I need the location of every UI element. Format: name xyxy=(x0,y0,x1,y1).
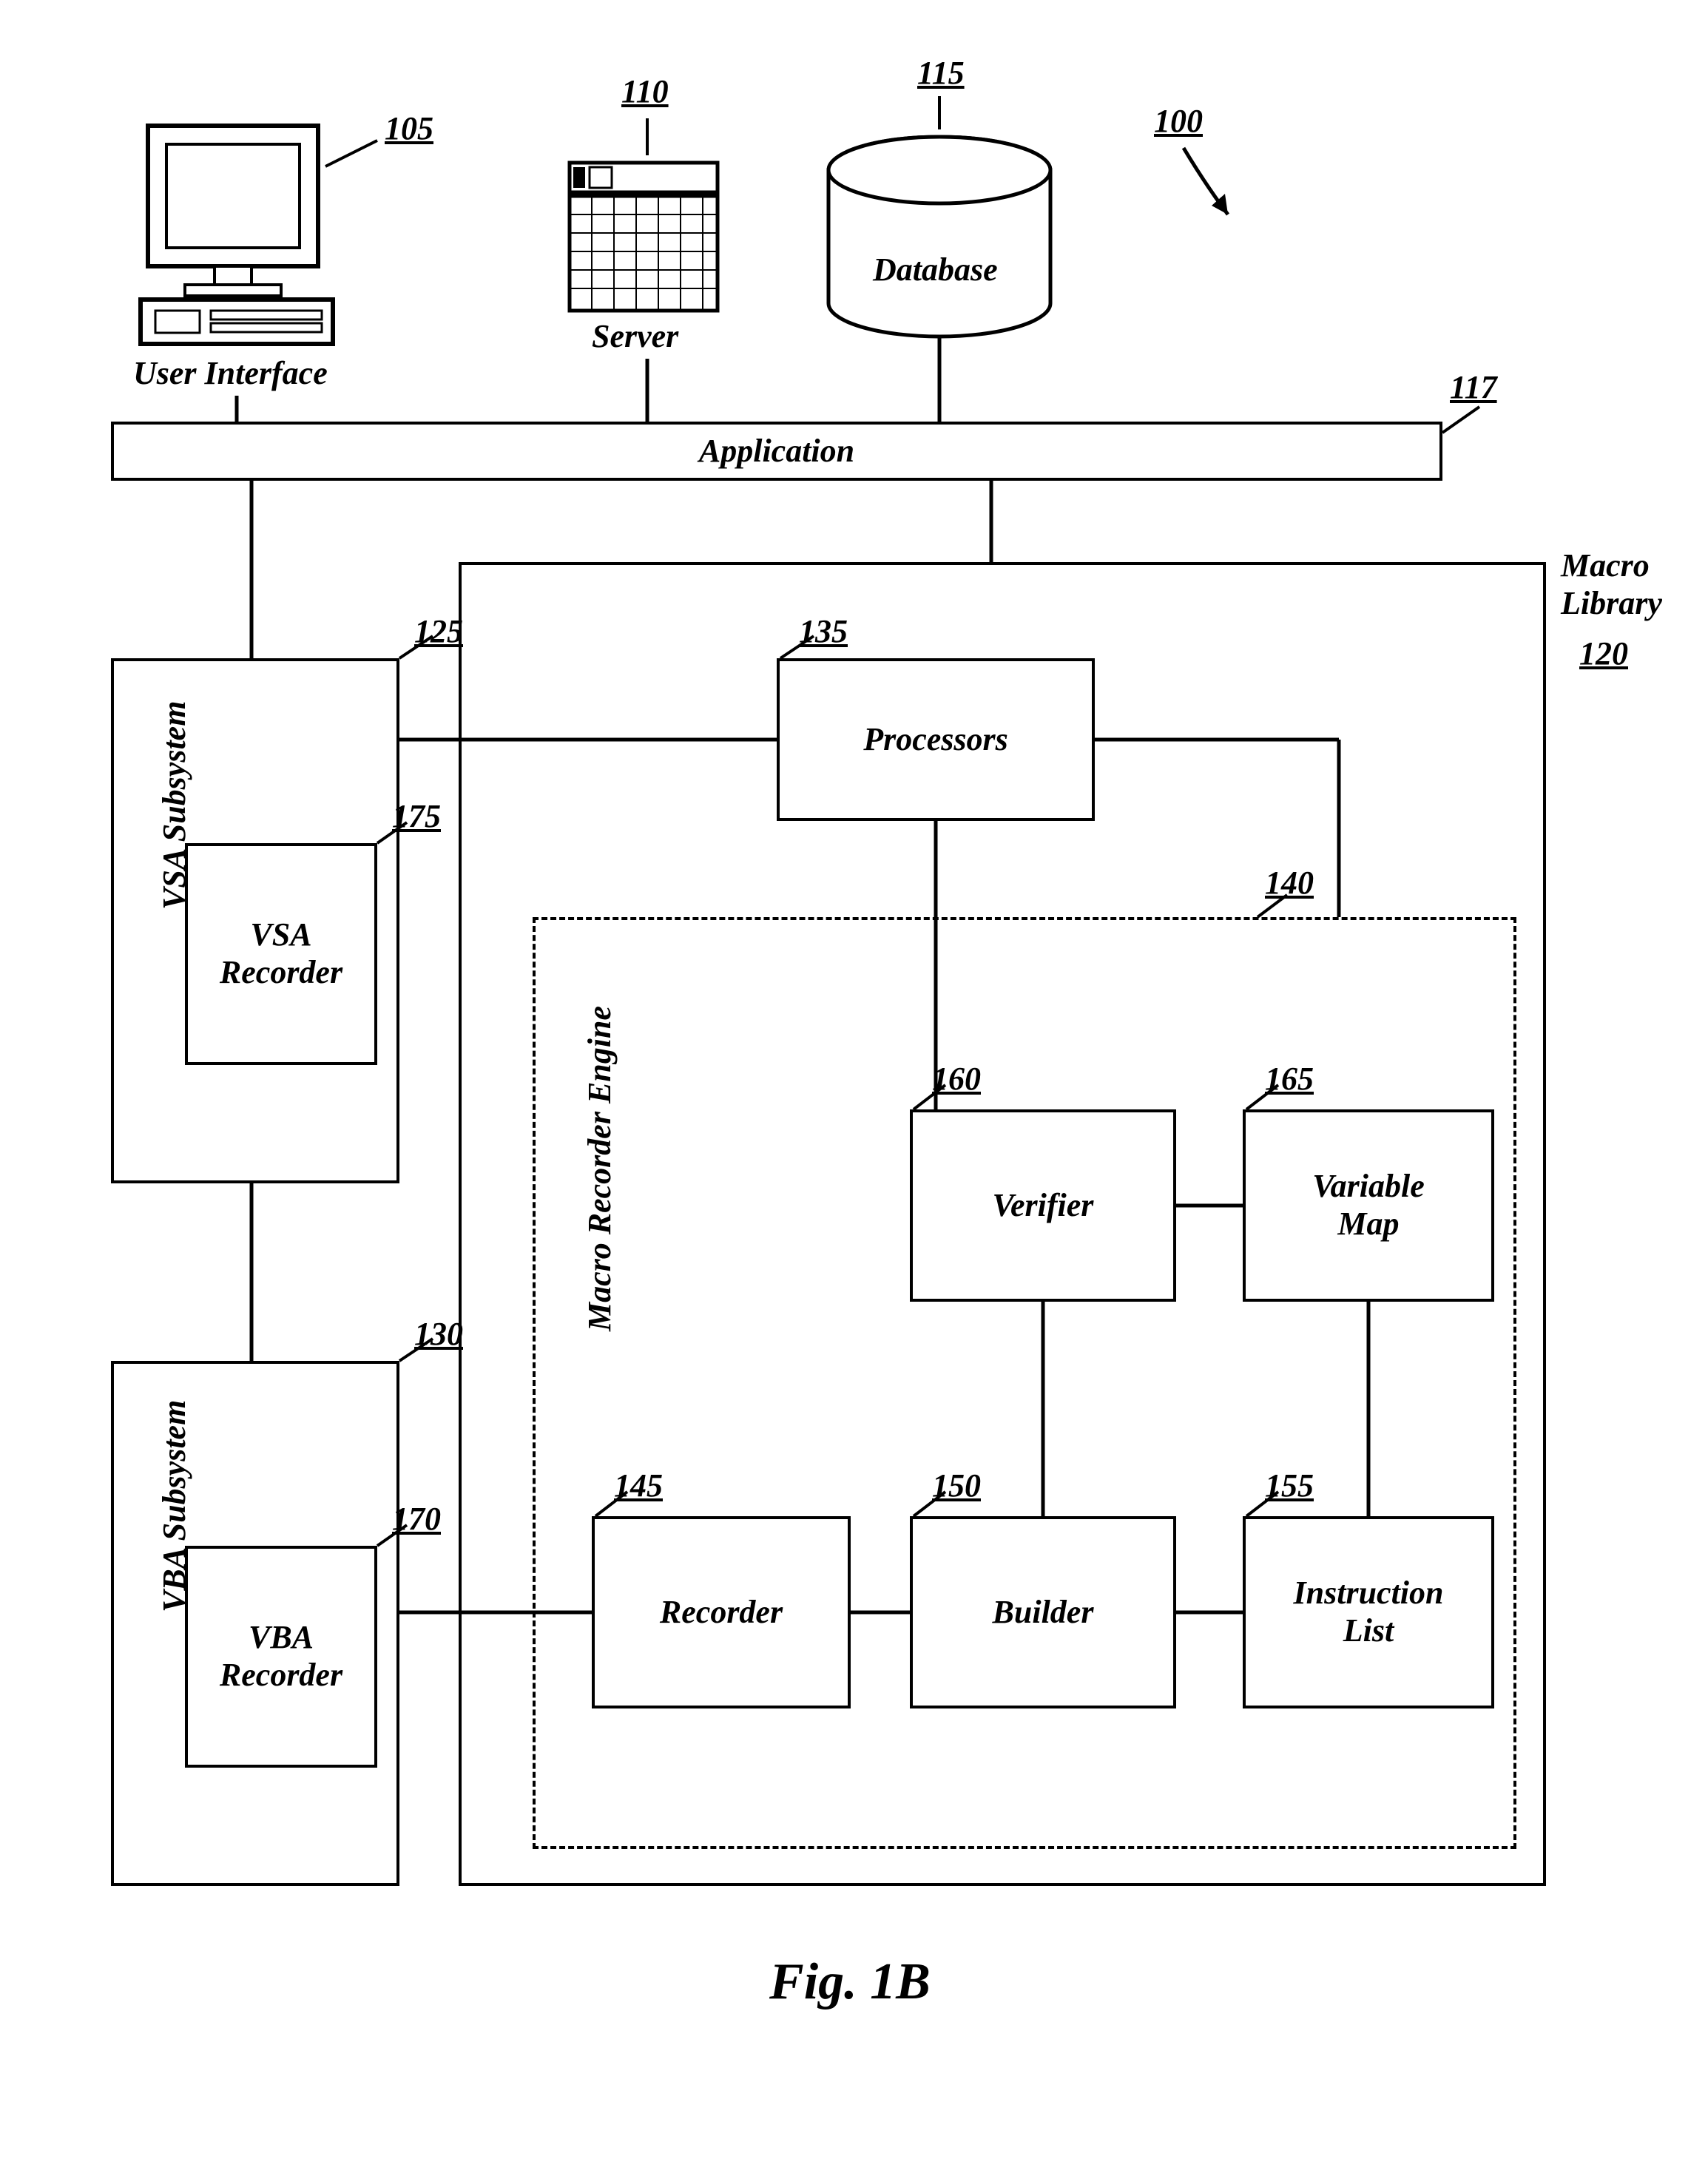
vsa-recorder-box: VSA Recorder xyxy=(185,843,377,1065)
macro-recorder-engine xyxy=(533,917,1516,1849)
num-170: 170 xyxy=(392,1501,441,1537)
num-140: 140 xyxy=(1265,865,1314,901)
figure-label: Fig. 1B xyxy=(769,1953,931,2012)
num-120: 120 xyxy=(1579,636,1628,672)
label-vba-recorder: VBA Recorder xyxy=(220,1619,342,1694)
num-175: 175 xyxy=(392,799,441,834)
label-vsa-recorder: VSA Recorder xyxy=(220,916,342,991)
num-125: 125 xyxy=(414,614,463,649)
label-user-interface: User Interface xyxy=(133,355,328,393)
label-builder: Builder xyxy=(993,1594,1094,1632)
label-variable-map: Variable Map xyxy=(1312,1168,1425,1243)
processors-box: Processors xyxy=(777,658,1095,821)
verifier-box: Verifier xyxy=(910,1109,1176,1302)
application-bar: Application xyxy=(111,422,1442,481)
num-135: 135 xyxy=(799,614,848,649)
label-server: Server xyxy=(592,318,678,356)
label-macro-library: Macro Library xyxy=(1561,547,1662,622)
engine-recorder-box: Recorder xyxy=(592,1516,851,1708)
label-instruction-list: Instruction List xyxy=(1294,1575,1444,1649)
num-130: 130 xyxy=(414,1316,463,1352)
num-165: 165 xyxy=(1265,1061,1314,1097)
diagram-canvas: 105 User Interface 110 Server xyxy=(30,30,1708,2140)
num-117: 117 xyxy=(1450,370,1497,405)
vba-recorder-box: VBA Recorder xyxy=(185,1546,377,1768)
num-155: 155 xyxy=(1265,1468,1314,1504)
num-145: 145 xyxy=(614,1468,663,1504)
builder-box: Builder xyxy=(910,1516,1176,1708)
num-110: 110 xyxy=(621,74,669,109)
label-database: Database xyxy=(873,251,998,289)
num-100: 100 xyxy=(1154,104,1203,139)
instruction-list-box: Instruction List xyxy=(1243,1516,1494,1708)
label-processors: Processors xyxy=(863,721,1008,759)
num-150: 150 xyxy=(932,1468,981,1504)
label-engine: Macro Recorder Engine xyxy=(581,1006,618,1331)
label-verifier: Verifier xyxy=(993,1187,1094,1225)
variable-map-box: Variable Map xyxy=(1243,1109,1494,1302)
num-115: 115 xyxy=(917,55,965,91)
num-105: 105 xyxy=(385,111,433,146)
label-eng-recorder: Recorder xyxy=(660,1594,783,1632)
num-160: 160 xyxy=(932,1061,981,1097)
label-application: Application xyxy=(699,433,854,470)
